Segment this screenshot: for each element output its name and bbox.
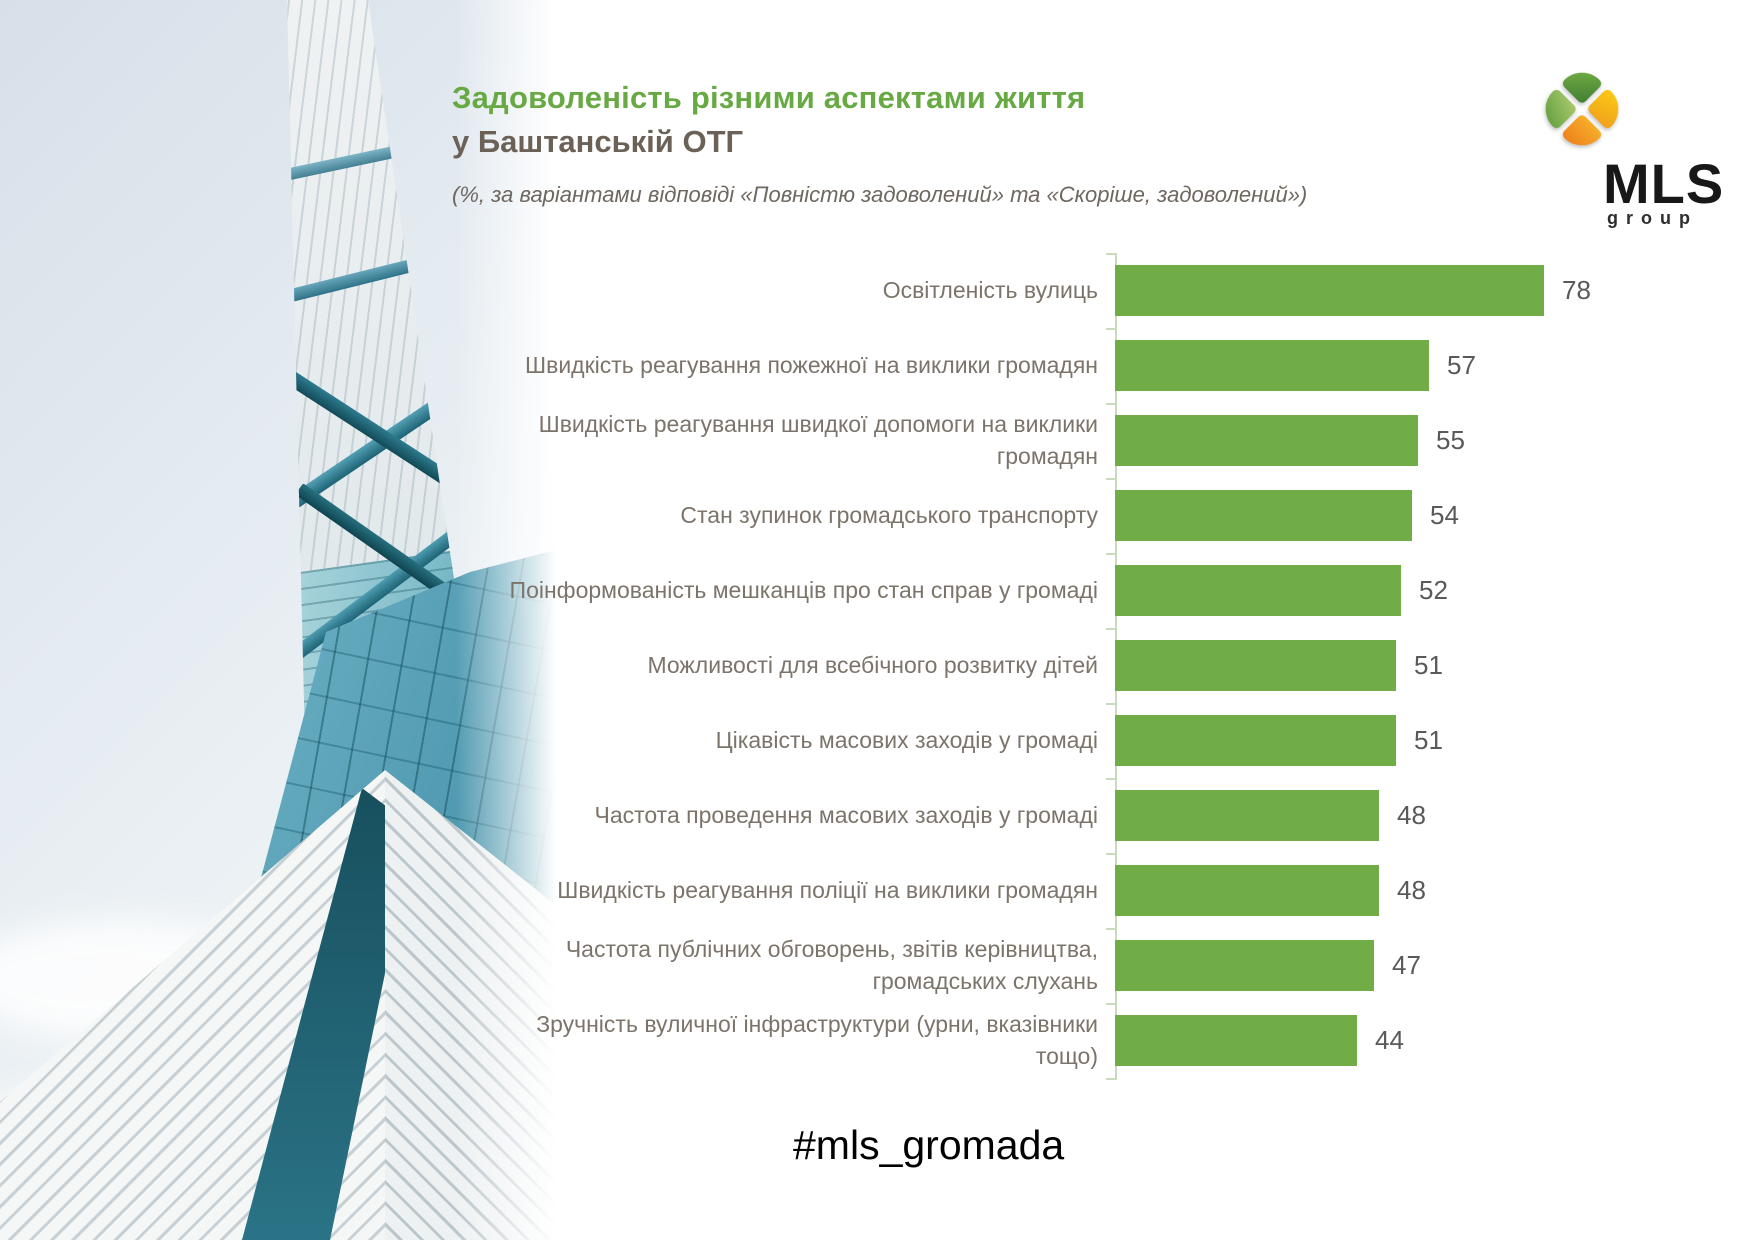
chart-row: Частота публічних обговорень, звітів кер… bbox=[470, 928, 1630, 1003]
value-label: 48 bbox=[1397, 875, 1426, 905]
bar bbox=[1115, 490, 1412, 541]
mls-group-logo: MLS group bbox=[1533, 58, 1748, 228]
value-label: 51 bbox=[1414, 650, 1443, 680]
chart-note: (%, за варіантами відповіді «Повністю за… bbox=[452, 182, 1308, 207]
photo-edge-fade bbox=[0, 0, 556, 1240]
category-label: Поінформованість мешканців про стан спра… bbox=[509, 576, 1098, 603]
bar bbox=[1115, 415, 1418, 466]
chart-row: Стан зупинок громадського транспорту 54 bbox=[470, 478, 1630, 553]
chart-row: Швидкість реагування швидкої допомоги на… bbox=[470, 403, 1630, 478]
logo-subtext: group bbox=[1607, 208, 1698, 228]
building-photo bbox=[0, 0, 556, 1240]
category-label: Швидкість реагування швидкої допомоги на… bbox=[538, 410, 1098, 469]
bar bbox=[1115, 640, 1396, 691]
value-label: 52 bbox=[1419, 575, 1448, 605]
category-label: Частота проведення масових заходів у гро… bbox=[594, 801, 1099, 828]
bar-chart: Освітленість вулиць 78 Швидкість реагува… bbox=[470, 253, 1630, 1080]
chart-row: Зручність вуличної інфраструктури (урни,… bbox=[470, 1003, 1630, 1078]
value-label: 44 bbox=[1375, 1025, 1404, 1055]
value-label: 48 bbox=[1397, 800, 1426, 830]
value-label: 55 bbox=[1436, 425, 1465, 455]
bar bbox=[1115, 790, 1379, 841]
category-label: Частота публічних обговорень, звітів кер… bbox=[565, 935, 1098, 994]
bar bbox=[1115, 1015, 1357, 1066]
category-label: Цікавість масових заходів у громаді bbox=[715, 726, 1098, 753]
bar bbox=[1115, 265, 1544, 316]
category-label: Зручність вуличної інфраструктури (урни,… bbox=[536, 1010, 1098, 1069]
chart-row: Швидкість реагування пожежної на виклики… bbox=[470, 328, 1630, 403]
value-label: 51 bbox=[1414, 725, 1443, 755]
category-label: Освітленість вулиць bbox=[882, 276, 1098, 303]
bar bbox=[1115, 865, 1379, 916]
chart-row: Освітленість вулиць 78 bbox=[470, 253, 1630, 328]
category-label: Швидкість реагування поліції на виклики … bbox=[557, 876, 1098, 903]
logo-wordmark: MLS bbox=[1603, 152, 1725, 215]
chart-row: Частота проведення масових заходів у гро… bbox=[470, 778, 1630, 853]
value-label: 54 bbox=[1430, 500, 1459, 530]
value-label: 78 bbox=[1562, 275, 1591, 305]
header: Задоволеність різними аспектами життя у … bbox=[452, 80, 1085, 160]
chart-row: Швидкість реагування поліції на виклики … bbox=[470, 853, 1630, 928]
chart-row: Цікавість масових заходів у громаді 51 bbox=[470, 703, 1630, 778]
mls-logo-icon bbox=[1533, 60, 1631, 158]
bar bbox=[1115, 715, 1396, 766]
category-label: Стан зупинок громадського транспорту bbox=[680, 501, 1098, 528]
bar bbox=[1115, 940, 1374, 991]
value-label: 57 bbox=[1447, 350, 1476, 380]
chart-row: Можливості для всебічного розвитку дітей… bbox=[470, 628, 1630, 703]
chart-row: Поінформованість мешканців про стан спра… bbox=[470, 553, 1630, 628]
category-label: Можливості для всебічного розвитку дітей bbox=[647, 651, 1098, 678]
value-label: 47 bbox=[1392, 950, 1421, 980]
bar-chart-rows: Освітленість вулиць 78 Швидкість реагува… bbox=[470, 253, 1630, 1078]
page-subtitle-line: у Баштанській ОТГ bbox=[452, 124, 744, 159]
bar bbox=[1115, 340, 1429, 391]
bar bbox=[1115, 565, 1401, 616]
category-label: Швидкість реагування пожежної на виклики… bbox=[525, 351, 1098, 378]
hashtag: #mls_gromada bbox=[793, 1122, 1065, 1168]
page-title: Задоволеність різними аспектами життя bbox=[452, 80, 1086, 115]
